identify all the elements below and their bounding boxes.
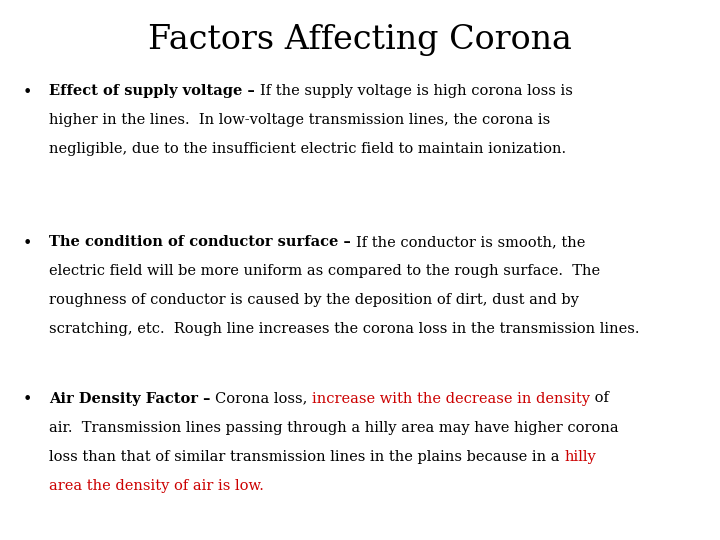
Text: Corona loss,: Corona loss, (215, 392, 312, 406)
Text: The condition of conductor surface –: The condition of conductor surface – (49, 235, 356, 249)
Text: of: of (590, 392, 609, 406)
Text: electric field will be more uniform as compared to the rough surface.  The: electric field will be more uniform as c… (49, 264, 600, 278)
Text: •: • (23, 392, 32, 408)
Text: If the conductor is smooth, the: If the conductor is smooth, the (356, 235, 585, 249)
Text: •: • (23, 235, 32, 252)
Text: Factors Affecting Corona: Factors Affecting Corona (148, 24, 572, 56)
Text: scratching, etc.  Rough line increases the corona loss in the transmission lines: scratching, etc. Rough line increases th… (49, 322, 639, 336)
Text: higher in the lines.  In low-voltage transmission lines, the corona is: higher in the lines. In low-voltage tran… (49, 113, 550, 127)
Text: roughness of conductor is caused by the deposition of dirt, dust and by: roughness of conductor is caused by the … (49, 293, 579, 307)
Text: hilly: hilly (564, 450, 596, 464)
Text: increase with the decrease in density: increase with the decrease in density (312, 392, 590, 406)
Text: air.  Transmission lines passing through a hilly area may have higher corona: air. Transmission lines passing through … (49, 421, 618, 435)
Text: area the density of air is low.: area the density of air is low. (49, 479, 264, 493)
Text: •: • (23, 84, 32, 100)
Text: Effect of supply voltage –: Effect of supply voltage – (49, 84, 260, 98)
Text: loss than that of similar transmission lines in the plains because in a: loss than that of similar transmission l… (49, 450, 564, 464)
Text: If the supply voltage is high corona loss is: If the supply voltage is high corona los… (260, 84, 572, 98)
Text: Air Density Factor –: Air Density Factor – (49, 392, 215, 406)
Text: negligible, due to the insufficient electric field to maintain ionization.: negligible, due to the insufficient elec… (49, 142, 566, 156)
